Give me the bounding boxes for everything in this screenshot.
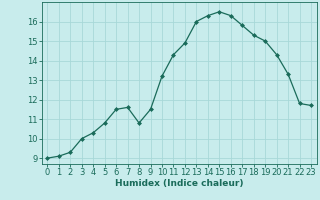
X-axis label: Humidex (Indice chaleur): Humidex (Indice chaleur) <box>115 179 244 188</box>
